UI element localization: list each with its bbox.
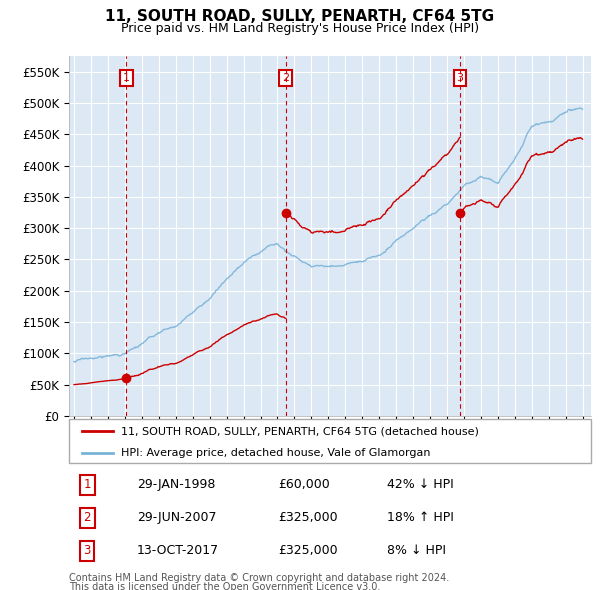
Text: HPI: Average price, detached house, Vale of Glamorgan: HPI: Average price, detached house, Vale… (121, 448, 431, 458)
Text: £60,000: £60,000 (278, 478, 329, 491)
Text: 8% ↓ HPI: 8% ↓ HPI (388, 544, 446, 558)
Text: 18% ↑ HPI: 18% ↑ HPI (388, 511, 454, 525)
Text: Contains HM Land Registry data © Crown copyright and database right 2024.: Contains HM Land Registry data © Crown c… (69, 573, 449, 584)
Text: Price paid vs. HM Land Registry's House Price Index (HPI): Price paid vs. HM Land Registry's House … (121, 22, 479, 35)
Text: £325,000: £325,000 (278, 511, 337, 525)
Text: 42% ↓ HPI: 42% ↓ HPI (388, 478, 454, 491)
Text: 3: 3 (457, 73, 464, 83)
Text: 1: 1 (83, 478, 91, 491)
Text: 11, SOUTH ROAD, SULLY, PENARTH, CF64 5TG (detached house): 11, SOUTH ROAD, SULLY, PENARTH, CF64 5TG… (121, 427, 479, 436)
Text: 13-OCT-2017: 13-OCT-2017 (137, 544, 219, 558)
Text: 11, SOUTH ROAD, SULLY, PENARTH, CF64 5TG: 11, SOUTH ROAD, SULLY, PENARTH, CF64 5TG (106, 9, 494, 24)
Text: 2: 2 (83, 511, 91, 525)
FancyBboxPatch shape (69, 419, 591, 463)
Text: £325,000: £325,000 (278, 544, 337, 558)
Text: 29-JUN-2007: 29-JUN-2007 (137, 511, 217, 525)
Text: 29-JAN-1998: 29-JAN-1998 (137, 478, 215, 491)
Text: This data is licensed under the Open Government Licence v3.0.: This data is licensed under the Open Gov… (69, 582, 380, 590)
Text: 3: 3 (83, 544, 91, 558)
Text: 2: 2 (282, 73, 289, 83)
Text: 1: 1 (123, 73, 130, 83)
